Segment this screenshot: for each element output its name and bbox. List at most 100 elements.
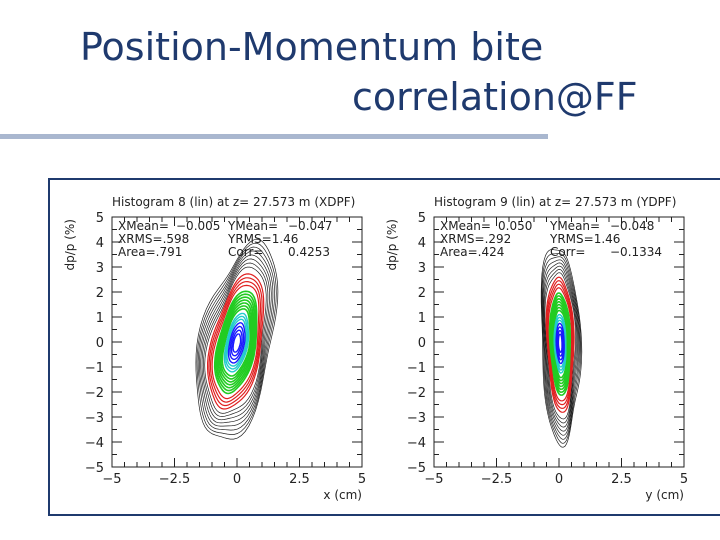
x-axis-label: y (cm) [645,488,684,502]
slide-title-line-1: Position-Momentum bite [80,25,544,69]
contour-red [211,284,260,400]
chart-title: Histogram 8 (lin) at z= 27.573 m (XDPF) [112,195,355,209]
y-tick-label: 2 [96,286,104,301]
contour-black [543,265,578,428]
contour-cyan [224,315,249,370]
stats-text: YRMS=1.46 [227,232,298,246]
x-tick-label: 0 [233,472,241,487]
stats-text: Area=.791 [118,245,182,259]
contour-green [216,296,256,389]
contour-black [540,249,583,448]
y-tick-label: 5 [418,211,426,226]
contour-red [547,287,573,402]
stats-text: −0.1334 [610,245,662,259]
y-tick-label: 3 [96,261,104,276]
y-tick-label: 0 [96,336,104,351]
contour-black [195,238,279,440]
x-axis-label: x (cm) [323,488,362,502]
contour-black [544,272,577,420]
y-tick-label: −4 [407,436,426,451]
stats-text: YMean= [227,219,278,233]
contour-red [209,280,262,403]
chart-panel-1: Histogram 8 (lin) at z= 27.573 m (XDPF) −… [63,195,366,502]
y-tick-label: −2 [85,386,104,401]
y-tick-label: −3 [85,411,104,426]
contour-green [220,305,252,380]
stats-text: −0.005 [176,219,220,233]
y-tick-label: −3 [407,411,426,426]
contour-black [200,254,272,424]
contour-blue [232,333,242,353]
contour-blue [227,322,246,364]
chart-title: Histogram 9 (lin) at z= 27.573 m (YDPF) [434,195,676,209]
y-axis-label: dp/p (%) [63,219,77,270]
contour-black [196,242,277,435]
x-tick-label: 2.5 [289,472,310,487]
contour-cyan [554,319,566,368]
stats-text: −0.048 [610,219,654,233]
stats-text: XRMS=.292 [440,232,511,246]
contour-black [202,262,269,417]
contour-green [221,308,251,377]
x-tick-label: −5 [102,472,121,487]
contour-blue [556,329,564,357]
title-underline-rule [0,134,548,139]
contour-green [217,299,255,386]
contour-black [199,250,274,427]
stats-text: −0.047 [288,219,332,233]
x-tick-label: −2.5 [159,472,191,487]
contour-black [541,253,582,444]
contour-red [547,283,574,406]
contour-red [207,273,265,410]
stats-text: Area=.424 [440,245,504,259]
chart-panel-2: Histogram 9 (lin) at z= 27.573 m (YDPF) −… [385,195,688,502]
y-tick-label: 0 [418,336,426,351]
x-tick-label: −5 [424,472,443,487]
contour-black [541,256,581,440]
y-tick-label: −4 [85,436,104,451]
x-tick-label: −2.5 [481,472,513,487]
contour-green [219,302,253,383]
contour-blue [229,325,245,361]
contour-black [201,258,270,421]
y-tick-label: 4 [96,236,104,251]
stats-text: YMean= [549,219,600,233]
contour-red [545,276,575,413]
y-tick-label: 4 [418,236,426,251]
contour-black [543,269,577,424]
contour-black [542,262,579,432]
y-tick-label: −5 [85,461,104,476]
stats-text: XMean= [118,219,169,233]
y-tick-label: −1 [407,361,426,376]
contour-cyan [223,312,250,373]
stats-text: 0.050 [498,219,532,233]
slide-title: Position-Momentum bite correlation@FF [80,22,700,122]
slide-title-line-2: correlation@FF [352,75,638,119]
y-tick-label: −1 [85,361,104,376]
contour-green [213,290,258,395]
contour-blue [230,329,243,357]
contour-blue [555,322,565,365]
contour-black [542,259,580,436]
contour-black [197,246,275,431]
y-tick-label: 1 [96,311,104,326]
y-tick-label: −5 [407,461,426,476]
stats-text: 0.4253 [288,245,330,259]
contour-plots: Histogram 8 (lin) at z= 27.573 m (XDPF) −… [63,195,688,502]
x-tick-label: 0 [555,472,563,487]
y-tick-label: 1 [418,311,426,326]
contour-green [552,309,568,379]
contour-blue [557,333,563,354]
contour-red [208,277,263,407]
contour-cyan [226,318,248,367]
contour-blue [556,326,565,361]
y-tick-label: 2 [418,286,426,301]
stats-text: XMean= [440,219,491,233]
stats-text: Corr= [550,245,585,259]
y-tick-label: 5 [96,211,104,226]
contour-green [215,293,257,392]
contour-black [204,266,267,414]
y-tick-label: 3 [418,261,426,276]
y-tick-label: −2 [407,386,426,401]
x-tick-label: 5 [358,472,366,487]
